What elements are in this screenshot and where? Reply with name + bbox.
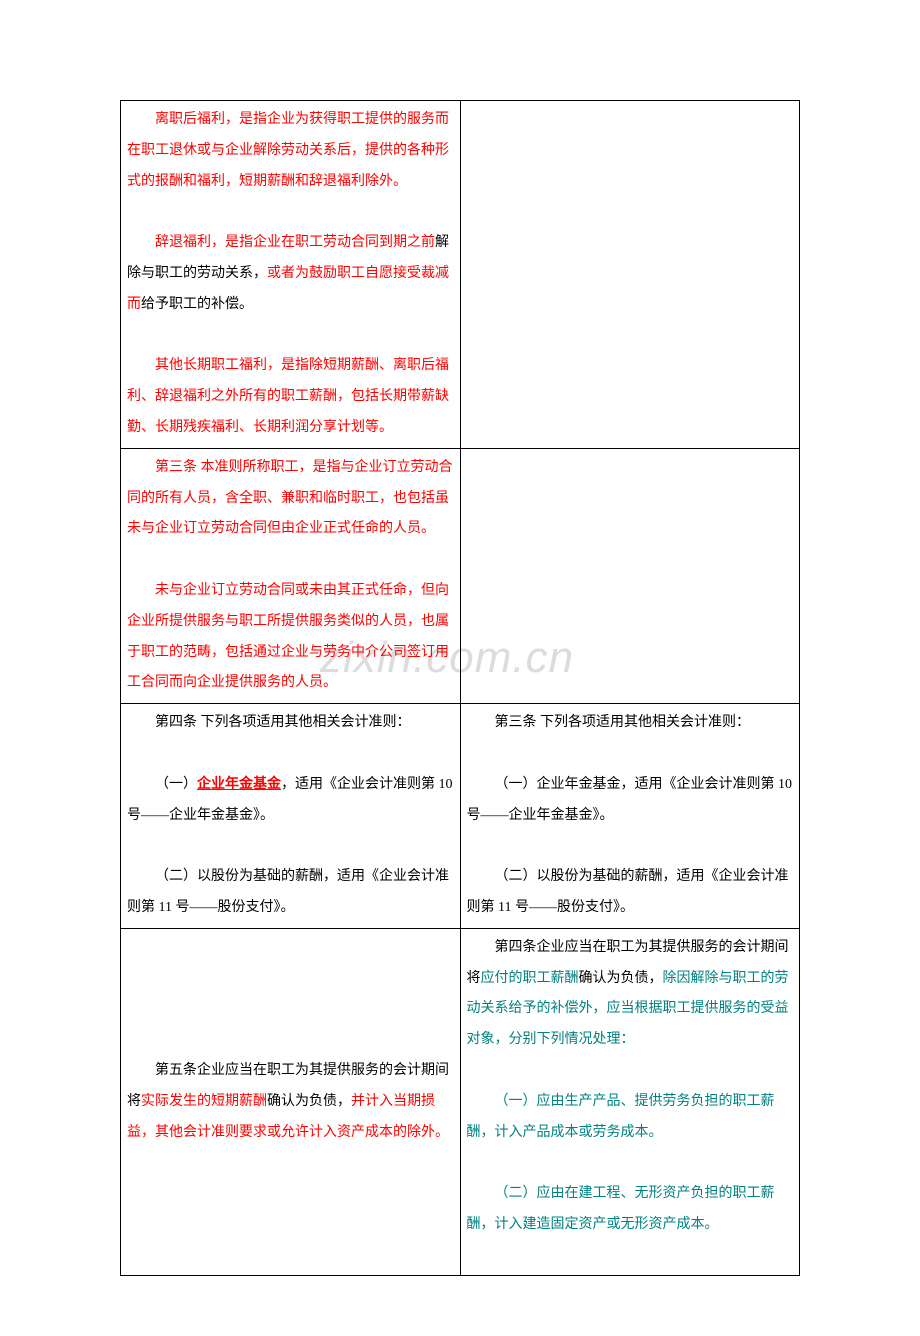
paragraph: （一）企业年金基金，适用《企业会计准则第 10号——企业年金基金》。 (467, 770, 794, 832)
paragraph (127, 964, 454, 995)
text-segment: 其他长期职工福利，是指除短期薪酬、离职后福利、辞退福利之外所有的职工薪酬，包括长… (127, 358, 449, 435)
text-segment: （二）以股份为基础的薪酬，适用《企业会计准则第 11 号——股份支付》。 (127, 869, 449, 915)
left-cell: 第五条企业应当在职工为其提供服务的会计期间将实际发生的短期薪酬确认为负债，并计入… (121, 928, 461, 1276)
text-segment: 第三条 下列各项适用其他相关会计准则： (495, 715, 751, 730)
comparison-table: 离职后福利，是指企业为获得职工提供的服务而在职工退休或与企业解除劳动关系后，提供… (120, 100, 800, 1276)
paragraph (127, 831, 454, 862)
right-cell (460, 101, 800, 449)
text-segment: 企业年金基金 (197, 777, 281, 792)
table-row: 第四条 下列各项适用其他相关会计准则： （一）企业年金基金，适用《企业会计准则第… (121, 704, 800, 929)
paragraph (127, 321, 454, 352)
paragraph (467, 1056, 794, 1087)
right-cell: 第三条 下列各项适用其他相关会计准则： （一）企业年金基金，适用《企业会计准则第… (460, 704, 800, 929)
text-segment: 给予职工的补偿。 (141, 297, 253, 312)
left-cell: 第四条 下列各项适用其他相关会计准则： （一）企业年金基金，适用《企业会计准则第… (121, 704, 461, 929)
paragraph: 离职后福利，是指企业为获得职工提供的服务而在职工退休或与企业解除劳动关系后，提供… (127, 105, 454, 197)
table-row: 第三条 本准则所称职工，是指与企业订立劳动合同的所有人员，含全职、兼职和临时职工… (121, 448, 800, 703)
text-segment: 实际发生的短期薪酬 (141, 1094, 267, 1109)
left-cell: 离职后福利，是指企业为获得职工提供的服务而在职工退休或与企业解除劳动关系后，提供… (121, 101, 461, 449)
text-segment: 确认为负债， (267, 1094, 351, 1109)
text-segment: 确认为负债， (579, 971, 663, 986)
paragraph: 第四条企业应当在职工为其提供服务的会计期间将应付的职工薪酬确认为负债，除因解除与… (467, 933, 794, 1056)
paragraph (127, 1025, 454, 1056)
paragraph: （二）应由在建工程、无形资产负担的职工薪酬，计入建造固定资产或无形资产成本。 (467, 1179, 794, 1241)
text-segment: 第三条 本准则所称职工，是指与企业订立劳动合同的所有人员，含全职、兼职和临时职工… (127, 460, 453, 537)
text-segment: （二）以股份为基础的薪酬，适用《企业会计准则第 11 号——股份支付》。 (467, 869, 789, 915)
table-row: 第五条企业应当在职工为其提供服务的会计期间将实际发生的短期薪酬确认为负债，并计入… (121, 928, 800, 1276)
left-cell: 第三条 本准则所称职工，是指与企业订立劳动合同的所有人员，含全职、兼职和临时职工… (121, 448, 461, 703)
paragraph (467, 1148, 794, 1179)
text-segment: 离职后福利，是指企业为获得职工提供的服务而在职工退休或与企业解除劳动关系后，提供… (127, 112, 449, 189)
paragraph: （一）企业年金基金，适用《企业会计准则第 10号——企业年金基金》。 (127, 770, 454, 832)
table-row: 离职后福利，是指企业为获得职工提供的服务而在职工退休或与企业解除劳动关系后，提供… (121, 101, 800, 449)
paragraph: 第五条企业应当在职工为其提供服务的会计期间将实际发生的短期薪酬确认为负债，并计入… (127, 1056, 454, 1148)
right-cell (460, 448, 800, 703)
right-cell: 第四条企业应当在职工为其提供服务的会计期间将应付的职工薪酬确认为负债，除因解除与… (460, 928, 800, 1276)
paragraph (127, 739, 454, 770)
paragraph: 辞退福利，是指企业在职工劳动合同到期之前解除与职工的劳动关系，或者为鼓励职工自愿… (127, 228, 454, 320)
paragraph (127, 933, 454, 964)
paragraph (127, 994, 454, 1025)
paragraph: 第三条 下列各项适用其他相关会计准则： (467, 708, 794, 739)
text-segment: （一）应由生产产品、提供劳务负担的职工薪酬，计入产品成本或劳务成本。 (467, 1094, 775, 1140)
paragraph: 其他长期职工福利，是指除短期薪酬、离职后福利、辞退福利之外所有的职工薪酬，包括长… (127, 351, 454, 443)
paragraph (127, 545, 454, 576)
text-segment: 第四条 下列各项适用其他相关会计准则： (155, 715, 411, 730)
paragraph (467, 831, 794, 862)
paragraph: （一）应由生产产品、提供劳务负担的职工薪酬，计入产品成本或劳务成本。 (467, 1087, 794, 1149)
paragraph: 第三条 本准则所称职工，是指与企业订立劳动合同的所有人员，含全职、兼职和临时职工… (127, 453, 454, 545)
text-segment: 未与企业订立劳动合同或未由其正式任命，但向企业所提供服务与职工所提供服务类似的人… (127, 583, 449, 690)
text-segment: 应付的职工薪酬 (481, 971, 579, 986)
paragraph: 未与企业订立劳动合同或未由其正式任命，但向企业所提供服务与职工所提供服务类似的人… (127, 576, 454, 699)
paragraph (127, 197, 454, 228)
paragraph (467, 1241, 794, 1272)
text-segment: （一）企业年金基金，适用《企业会计准则第 10号——企业年金基金》。 (467, 777, 793, 823)
paragraph: 第四条 下列各项适用其他相关会计准则： (127, 708, 454, 739)
text-segment: 辞退福利，是指企业在职工劳动合同到期之前 (155, 235, 435, 250)
text-segment: （二）应由在建工程、无形资产负担的职工薪酬，计入建造固定资产或无形资产成本。 (467, 1186, 775, 1232)
paragraph: （二）以股份为基础的薪酬，适用《企业会计准则第 11 号——股份支付》。 (127, 862, 454, 924)
paragraph: （二）以股份为基础的薪酬，适用《企业会计准则第 11 号——股份支付》。 (467, 862, 794, 924)
text-segment: （一） (155, 777, 197, 792)
paragraph (467, 739, 794, 770)
